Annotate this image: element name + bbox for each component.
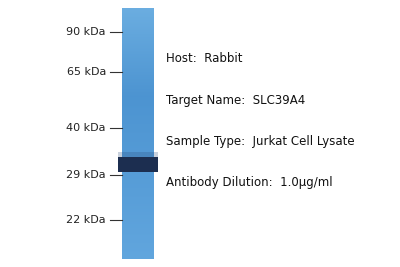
Text: 29 kDa: 29 kDa (66, 170, 106, 180)
Bar (118, 167, 158, 172)
Text: Host:  Rabbit: Host: Rabbit (166, 52, 242, 65)
Text: Antibody Dilution:  1.0µg/ml: Antibody Dilution: 1.0µg/ml (166, 176, 333, 189)
Text: Target Name:  SLC39A4: Target Name: SLC39A4 (166, 94, 305, 107)
Text: 90 kDa: 90 kDa (66, 27, 106, 37)
Bar (118, 152, 158, 157)
Text: 40 kDa: 40 kDa (66, 123, 106, 133)
Text: 65 kDa: 65 kDa (67, 67, 106, 77)
Text: Sample Type:  Jurkat Cell Lysate: Sample Type: Jurkat Cell Lysate (166, 135, 355, 148)
Text: 22 kDa: 22 kDa (66, 215, 106, 225)
Bar (118, 157, 158, 172)
